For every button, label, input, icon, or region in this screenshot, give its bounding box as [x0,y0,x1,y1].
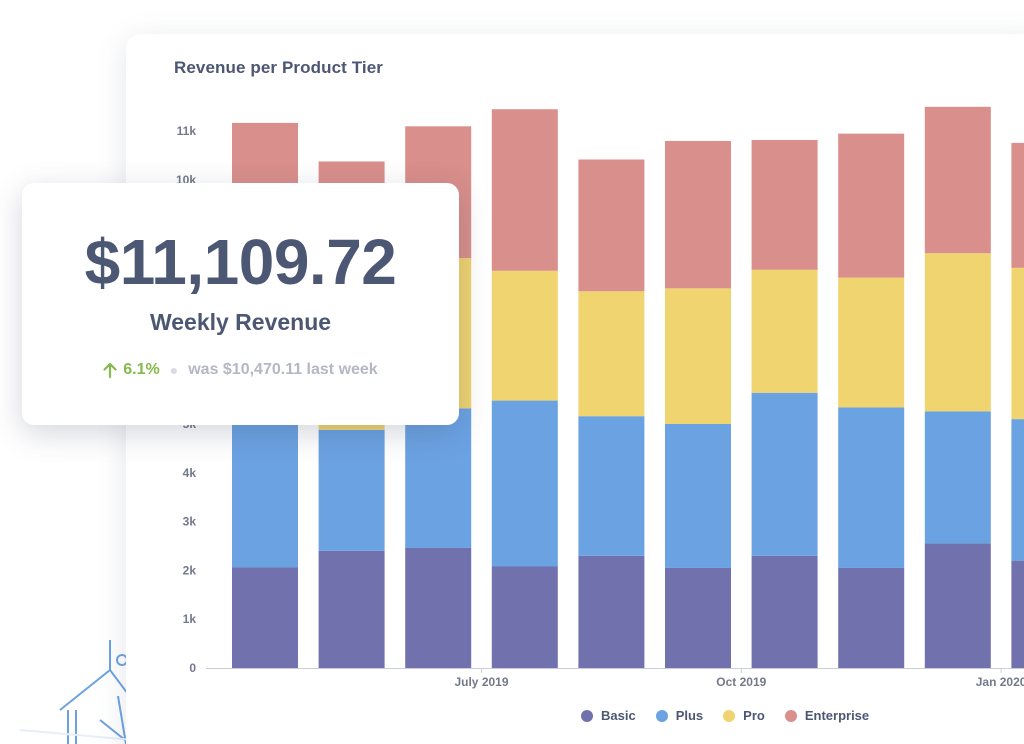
bar-segment-basic [751,555,818,668]
legend-swatch [723,709,736,722]
bar-segment-basic [924,543,991,668]
kpi-change-row: 6.1% ● was $10,470.11 last week [22,361,459,379]
kpi-card: $11,109.72 Weekly Revenue 6.1% ● was $10… [22,183,459,425]
separator-dot-icon: ● [169,362,179,378]
x-tick-label: July 2019 [454,675,508,689]
y-tick-label: 3k [183,515,197,529]
bar-segment-basic [838,567,905,668]
bar-segment-enterprise [578,159,645,292]
legend-item-enterprise[interactable]: Enterprise [784,708,870,723]
x-tick-label: Jan 2020 [976,675,1024,689]
bar-segment-enterprise [924,106,991,254]
bar-segment-enterprise [838,133,905,278]
kpi-change: 6.1% [103,361,160,379]
legend-item-plus[interactable]: Plus [655,708,704,723]
bar-segment-enterprise [751,139,818,270]
legend-label: Enterprise [804,708,870,723]
y-tick-label: 2k [183,563,197,577]
bar-segment-basic [318,550,385,668]
bar-segment-pro [924,253,991,412]
kpi-value: $11,109.72 [84,226,397,298]
bar-segment-enterprise [491,109,558,271]
bar-segment-basic [665,567,731,668]
bar-segment-plus [1011,419,1024,561]
bar-segment-basic [405,547,472,668]
bar-segment-plus [405,408,472,548]
legend-label: Pro [743,708,765,723]
legend-swatch [581,709,593,722]
arrow-up-icon [103,362,117,378]
kpi-previous: was $10,470.11 last week [188,361,378,378]
bar-segment-enterprise [1011,142,1024,268]
bar-segment-plus [838,407,905,568]
kpi-change-value: 6.1% [123,361,160,378]
x-tick-label: Oct 2019 [716,675,766,689]
bar-segment-plus [924,411,991,544]
bar-segment-basic [491,566,558,668]
bar-segment-plus [578,416,645,556]
bar-segment-pro [665,288,731,424]
legend-label: Basic [601,708,636,723]
chart-card: Revenue per Product Tier 01k2k3k4k5k6k7k… [126,34,1024,744]
bar-segment-enterprise [665,140,731,289]
bar-segment-pro [578,291,645,417]
chart-title: Revenue per Product Tier [174,58,383,77]
bar-segment-pro [491,270,558,401]
bar-segment-plus [318,429,385,551]
legend-label: Plus [675,708,704,723]
bar-segment-basic [232,567,298,668]
bar-segment-plus [491,400,558,567]
y-tick-label: 11k [177,124,197,138]
bar-segment-plus [665,424,731,568]
bar-segment-pro [1011,267,1024,420]
bar-segment-basic [1011,560,1024,668]
chart-legend: Basic Plus Pro Enterprise [581,708,869,723]
bar-segment-basic [578,555,645,668]
y-tick-label: 0 [189,661,196,675]
y-tick-label: 1k [183,612,197,626]
kpi-label: Weekly Revenue [149,309,332,335]
bar-segment-plus [232,417,298,568]
bar-segment-plus [751,392,818,556]
bar-segment-pro [838,277,905,408]
y-tick-label: 4k [183,466,197,480]
legend-swatch [784,709,797,722]
legend-item-pro[interactable]: Pro [723,708,765,723]
legend-swatch [655,709,668,722]
bar-segment-pro [751,269,818,393]
legend-item-basic[interactable]: Basic [581,708,636,723]
